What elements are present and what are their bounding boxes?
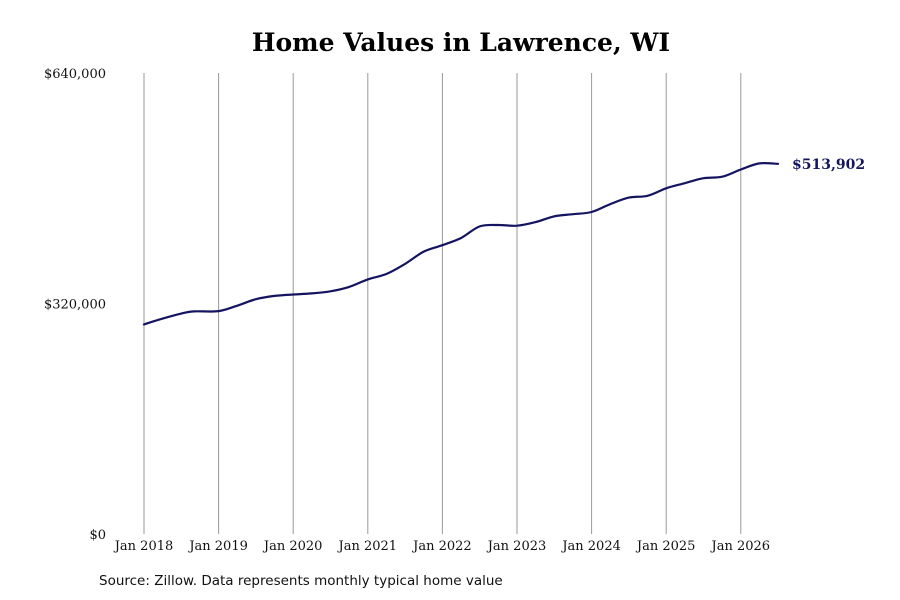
series-lines [142,161,780,326]
y-tick-label: $320,000 [44,298,106,313]
x-tick-label: Jan 2024 [560,539,621,554]
x-tick-label: Jan 2026 [710,539,771,554]
x-tick-label: Jan 2023 [486,539,547,554]
x-axis-tick-labels: Jan 2018 Jan 2019 Jan 2020 Jan 2021 Jan 2022… [113,539,770,554]
x-tick-label: Jan 2025 [635,539,696,554]
vertical-gridlines [143,73,742,534]
source-note: Source: Zillow. Data represents monthly … [99,573,503,589]
y-tick-label: $0 [89,528,106,543]
x-tick-label: Jan 2021 [337,539,398,554]
x-tick-label: Jan 2018 [113,539,174,554]
end-value-label: $513,902 [792,157,865,173]
y-axis-tick-labels: $0 $320,000 $640,000 [44,67,106,543]
chart-title: Home Values in Lawrence, WI [251,28,671,57]
x-tick-label: Jan 2022 [411,539,472,554]
y-tick-label: $640,000 [44,67,106,82]
x-tick-label: Jan 2020 [262,539,323,554]
x-tick-label: Jan 2019 [187,539,248,554]
series-line-0 [142,161,780,326]
